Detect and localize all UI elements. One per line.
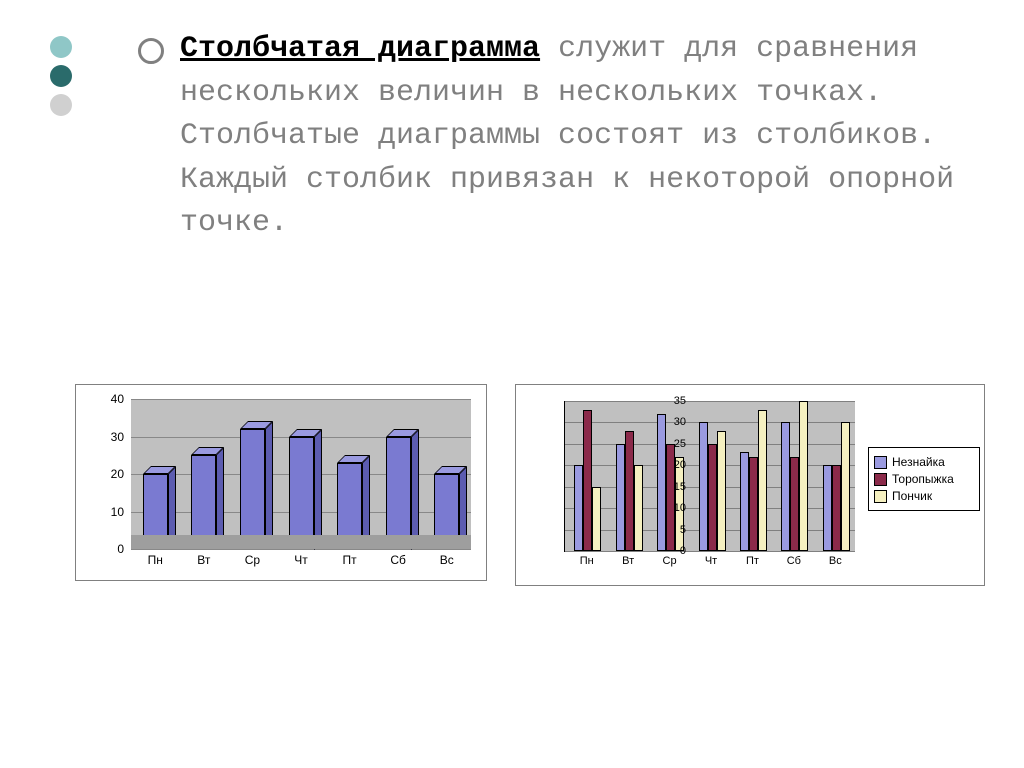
right-chart-xlabels: ПнВтСрЧтПтСбВс [564,555,854,571]
y-tick-label: 5 [664,524,686,536]
y-tick-label: 15 [664,481,686,493]
x-tick-label: Чт [281,553,321,567]
x-tick-label: Вт [613,555,643,567]
right-chart-plot [564,401,855,552]
bar [790,457,799,551]
y-tick-label: 10 [94,505,124,519]
y-tick-label: 10 [664,502,686,514]
legend-label: Незнайка [892,455,945,469]
legend-swatch-icon [874,456,887,469]
bar [758,410,767,551]
y-tick-label: 20 [664,459,686,471]
x-tick-label: Ср [232,553,272,567]
bar [583,410,592,551]
paragraph-bold: Столбчатая диаграмма [180,32,540,66]
bar [781,422,790,551]
legend-label: Пончик [892,489,932,503]
bar [740,452,749,551]
x-tick-label: Пт [737,555,767,567]
decor-dots [50,36,72,123]
y-tick-label: 30 [664,416,686,428]
legend-swatch-icon [874,490,887,503]
bar [749,457,758,551]
bar [616,444,625,551]
y-tick-label: 25 [664,438,686,450]
legend-label: Торопыжка [892,472,954,486]
x-tick-label: Сб [779,555,809,567]
bar [592,487,601,551]
bar [832,465,841,551]
decor-dot [50,94,72,116]
x-tick-label: Пт [330,553,370,567]
bar [240,421,273,549]
y-tick-label: 35 [664,395,686,407]
left-chart-frame: 0 10 20 30 40 Пн Вт Ср Чт Пт Сб Вс [75,384,487,581]
bar [191,447,224,549]
bar [823,465,832,551]
legend-item: Незнайка [874,455,974,469]
legend-swatch-icon [874,473,887,486]
y-tick-label: 40 [94,392,124,406]
slide: Столбчатая диаграмма служит для сравнени… [0,0,1024,768]
legend-item: Пончик [874,489,974,503]
x-tick-label: Сб [378,553,418,567]
x-tick-label: Чт [696,555,726,567]
left-chart-plot [131,399,471,549]
decor-dot [50,65,72,87]
bar [699,422,708,551]
bar [574,465,583,551]
bar [708,444,717,551]
bar [717,431,726,551]
legend: Незнайка Торопыжка Пончик [868,447,980,511]
y-tick-label: 0 [94,542,124,556]
bar [625,431,634,551]
bullet-ring-icon [138,38,164,64]
left-chart-floor [131,535,471,549]
y-tick-label: 20 [94,467,124,481]
bar [386,429,419,550]
bar [634,465,643,551]
decor-dot [50,36,72,58]
x-tick-label: Пн [572,555,602,567]
legend-item: Торопыжка [874,472,974,486]
bar [841,422,850,551]
x-tick-label: Вс [427,553,467,567]
paragraph: Столбчатая диаграмма служит для сравнени… [180,28,980,246]
bar [799,401,808,551]
x-tick-label: Вс [820,555,850,567]
y-tick-label: 0 [664,545,686,557]
x-tick-label: Пн [135,553,175,567]
y-tick-label: 30 [94,430,124,444]
right-chart-frame: ПнВтСрЧтПтСбВс НезнайкаТоропыжкаПончик 0… [515,384,985,586]
bar [289,429,322,550]
x-tick-label: Вт [184,553,224,567]
